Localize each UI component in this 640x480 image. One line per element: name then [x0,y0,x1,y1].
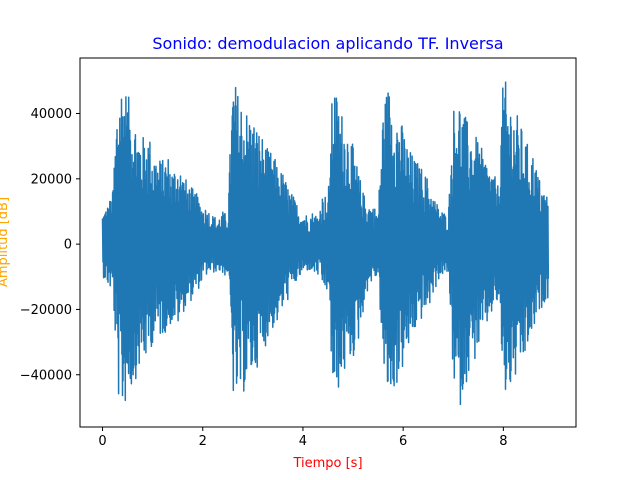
y-tick-label: −40000 [20,368,72,383]
plot-frame [79,57,577,428]
y-axis-label: Amplitud [dB] [0,197,11,287]
y-axis-ticks: −40000 −20000 0 20000 40000 [20,107,80,383]
x-tick-label: 0 [98,434,106,449]
x-tick-label: 6 [399,434,407,449]
y-tick-label: 20000 [31,172,72,187]
waveform-line [101,81,550,406]
x-axis-ticks: 0 2 4 6 8 [98,427,507,449]
y-tick-label: −20000 [20,303,72,318]
waveform-series [101,81,550,406]
x-tick-label: 8 [499,434,507,449]
x-tick-label: 2 [199,434,207,449]
y-tick-label: 0 [64,238,72,253]
x-axis-label: Tiempo [s] [292,456,362,471]
x-tick-label: 4 [299,434,307,449]
chart-title: Sonido: demodulacion aplicando TF. Inver… [152,34,503,53]
y-tick-label: 40000 [31,107,72,122]
